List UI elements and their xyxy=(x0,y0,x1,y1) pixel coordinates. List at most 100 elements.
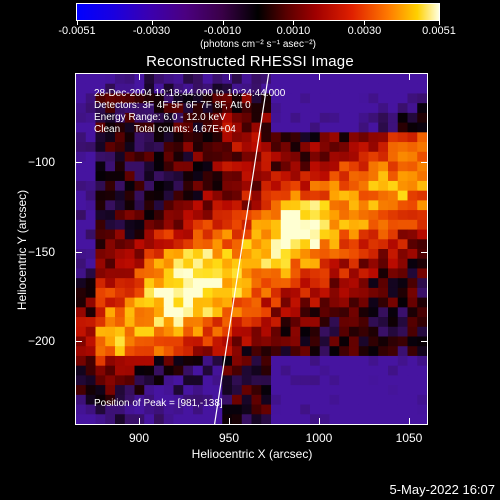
heatmap-cell xyxy=(388,297,399,308)
heatmap-cell xyxy=(310,258,321,270)
heatmap-cell xyxy=(173,112,184,124)
heatmap-cell xyxy=(349,142,360,153)
heatmap-cell xyxy=(241,404,253,415)
heatmap-cell xyxy=(173,278,184,289)
heatmap-cell xyxy=(261,385,272,396)
heatmap-cell xyxy=(212,326,223,338)
y-tick-mark xyxy=(76,251,82,253)
heatmap-cell xyxy=(124,122,136,133)
heatmap-cell xyxy=(173,142,184,153)
heatmap-cell xyxy=(183,297,194,308)
heatmap-cell xyxy=(76,180,87,192)
heatmap-cell xyxy=(222,93,233,104)
heatmap-cell xyxy=(358,93,370,104)
heatmap-cell xyxy=(329,404,340,415)
heatmap-cell xyxy=(222,142,233,153)
heatmap-cell xyxy=(407,132,418,143)
heatmap-cell xyxy=(251,317,262,328)
heatmap-cell xyxy=(358,346,370,357)
heatmap-cell xyxy=(271,375,282,386)
heatmap-cell xyxy=(144,142,155,153)
x-tick-label: 900 xyxy=(128,431,150,445)
heatmap-cell xyxy=(202,103,214,114)
heatmap-cell xyxy=(251,394,262,406)
heatmap-cell xyxy=(407,249,418,260)
heatmap-cell xyxy=(280,132,292,143)
heatmap-cell xyxy=(115,180,126,192)
heatmap-cell xyxy=(378,112,389,124)
heatmap-cell xyxy=(241,268,253,279)
heatmap-cell xyxy=(319,151,331,163)
heatmap-cell xyxy=(183,287,194,299)
heatmap-cell xyxy=(271,297,282,308)
heatmap-cell xyxy=(154,414,165,424)
heatmap-cell xyxy=(124,103,136,114)
heatmap-cell xyxy=(163,297,175,308)
heatmap-cell xyxy=(300,219,311,231)
heatmap-cell xyxy=(124,74,136,85)
heatmap-cell xyxy=(417,346,427,357)
heatmap-cell xyxy=(397,346,409,357)
heatmap-cell xyxy=(76,326,87,338)
heatmap-cell xyxy=(76,142,87,153)
heatmap-cell xyxy=(95,151,106,163)
heatmap-cell xyxy=(124,346,136,357)
heatmap-cell xyxy=(95,365,106,376)
heatmap-cell xyxy=(329,180,340,192)
heatmap-cell xyxy=(241,180,253,192)
heatmap-cell xyxy=(388,219,399,231)
heatmap-cell xyxy=(241,190,253,201)
heatmap-cell xyxy=(144,112,155,124)
heatmap-cell xyxy=(261,336,272,347)
heatmap-cell xyxy=(144,74,155,85)
heatmap-cell xyxy=(202,171,214,182)
heatmap-cell xyxy=(144,355,155,367)
heatmap-cell xyxy=(300,249,311,260)
heatmap-cell xyxy=(105,404,116,415)
heatmap-cell xyxy=(241,229,253,240)
heatmap-cell xyxy=(417,200,427,211)
heatmap-cell xyxy=(319,278,331,289)
heatmap-cell xyxy=(329,103,340,114)
heatmap-cell xyxy=(173,229,184,240)
heatmap-cell xyxy=(173,365,184,376)
heatmap-cell xyxy=(397,385,409,396)
heatmap-cell xyxy=(417,394,427,406)
heatmap-cell xyxy=(300,336,311,347)
heatmap-cell xyxy=(124,132,136,143)
heatmap-cell xyxy=(163,404,175,415)
heatmap-cell xyxy=(378,103,389,114)
heatmap-cell xyxy=(368,210,379,221)
heatmap-cell xyxy=(173,414,184,424)
heatmap-cell xyxy=(115,151,126,163)
heatmap-cell xyxy=(154,258,165,270)
heatmap-cell xyxy=(85,336,97,347)
heatmap-cell xyxy=(173,161,184,172)
heatmap-cell xyxy=(222,375,233,386)
heatmap-cell xyxy=(95,83,106,95)
heatmap-cell xyxy=(251,151,262,163)
heatmap-cell xyxy=(319,317,331,328)
heatmap-cell xyxy=(202,355,214,367)
heatmap-cell xyxy=(261,287,272,299)
heatmap-cell xyxy=(212,249,223,260)
heatmap-cell xyxy=(310,375,321,386)
heatmap-cell xyxy=(378,404,389,415)
heatmap-cell xyxy=(319,229,331,240)
heatmap-cell xyxy=(222,249,233,260)
heatmap-cell xyxy=(310,297,321,308)
heatmap-cell xyxy=(358,297,370,308)
heatmap-cell xyxy=(105,219,116,231)
heatmap-cell xyxy=(407,317,418,328)
heatmap-cell xyxy=(397,122,409,133)
heatmap-cell xyxy=(271,249,282,260)
heatmap-cell xyxy=(417,385,427,396)
heatmap-cell xyxy=(251,249,262,260)
heatmap-cell xyxy=(349,219,360,231)
heatmap-cell xyxy=(329,171,340,182)
heatmap-cell xyxy=(173,93,184,104)
heatmap-cell xyxy=(388,93,399,104)
heatmap-cell xyxy=(358,268,370,279)
heatmap-cell xyxy=(163,375,175,386)
heatmap-cell xyxy=(329,326,340,338)
